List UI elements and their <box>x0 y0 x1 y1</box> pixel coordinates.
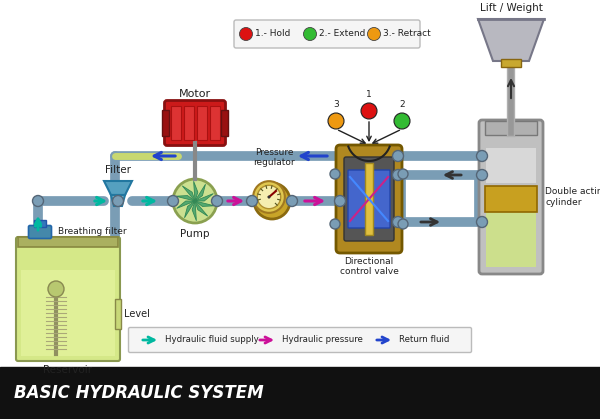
Circle shape <box>394 113 410 129</box>
Text: Pump: Pump <box>180 229 210 239</box>
Bar <box>486 211 536 267</box>
Text: Motor: Motor <box>179 89 211 99</box>
Text: Level: Level <box>124 309 150 319</box>
Bar <box>485 186 537 212</box>
Bar <box>486 148 536 183</box>
Polygon shape <box>111 195 125 206</box>
Text: Directional
control valve: Directional control valve <box>340 257 398 277</box>
Circle shape <box>239 28 253 41</box>
Polygon shape <box>478 19 544 61</box>
Bar <box>21 269 115 356</box>
Circle shape <box>32 196 44 207</box>
Text: Filter: Filter <box>105 165 131 175</box>
Circle shape <box>392 150 404 161</box>
Circle shape <box>247 196 257 207</box>
FancyBboxPatch shape <box>336 145 402 253</box>
Bar <box>501 59 521 67</box>
Circle shape <box>476 150 487 161</box>
FancyBboxPatch shape <box>234 20 420 48</box>
Bar <box>365 163 373 235</box>
Circle shape <box>167 196 179 207</box>
Text: 1: 1 <box>366 90 372 99</box>
Polygon shape <box>104 181 132 195</box>
FancyBboxPatch shape <box>164 101 226 145</box>
Polygon shape <box>194 181 198 201</box>
Circle shape <box>257 185 281 209</box>
Text: Breathing filter: Breathing filter <box>58 227 127 235</box>
FancyBboxPatch shape <box>29 225 52 238</box>
Circle shape <box>304 28 317 41</box>
Circle shape <box>361 103 377 119</box>
Bar <box>221 110 228 136</box>
FancyBboxPatch shape <box>344 157 394 241</box>
Text: 3: 3 <box>333 100 339 109</box>
Circle shape <box>476 217 487 228</box>
FancyBboxPatch shape <box>479 120 543 274</box>
Text: 3.- Retract: 3.- Retract <box>383 29 431 39</box>
Circle shape <box>335 196 346 207</box>
Circle shape <box>392 170 404 181</box>
Circle shape <box>287 196 298 207</box>
Polygon shape <box>195 194 214 201</box>
Bar <box>184 106 194 140</box>
Text: BASIC HYDRAULIC SYSTEM: BASIC HYDRAULIC SYSTEM <box>14 384 263 402</box>
Circle shape <box>48 281 64 297</box>
Bar <box>34 220 46 227</box>
Bar <box>162 110 169 136</box>
Bar <box>197 106 207 140</box>
Circle shape <box>476 170 487 181</box>
Text: Hydraulic pressure: Hydraulic pressure <box>282 336 363 344</box>
Text: Double acting
cylinder: Double acting cylinder <box>545 187 600 207</box>
Circle shape <box>173 179 217 223</box>
Polygon shape <box>195 201 214 207</box>
Circle shape <box>212 196 223 207</box>
Text: Pressure
regulator: Pressure regulator <box>253 147 295 167</box>
Text: Reservoir: Reservoir <box>43 365 92 375</box>
Polygon shape <box>195 201 208 216</box>
Text: Return fluid: Return fluid <box>399 336 449 344</box>
Circle shape <box>253 181 285 213</box>
Circle shape <box>367 28 380 41</box>
Bar <box>210 106 220 140</box>
Bar <box>171 106 181 140</box>
Circle shape <box>268 196 271 199</box>
Text: 1.- Hold: 1.- Hold <box>255 29 290 39</box>
Polygon shape <box>185 201 195 218</box>
Circle shape <box>392 217 404 228</box>
FancyBboxPatch shape <box>16 237 120 361</box>
Text: 2.- Extend: 2.- Extend <box>319 29 365 39</box>
Circle shape <box>398 219 408 229</box>
Polygon shape <box>195 184 205 201</box>
Text: 2: 2 <box>399 100 405 109</box>
Circle shape <box>254 183 290 219</box>
Text: Lift / Weight: Lift / Weight <box>479 3 542 13</box>
Polygon shape <box>182 186 195 201</box>
FancyBboxPatch shape <box>128 328 472 352</box>
Text: Hydraulic fluid supply: Hydraulic fluid supply <box>165 336 259 344</box>
Circle shape <box>330 219 340 229</box>
Polygon shape <box>176 196 195 201</box>
Bar <box>485 121 537 135</box>
Circle shape <box>113 196 124 207</box>
Bar <box>0 367 600 419</box>
FancyBboxPatch shape <box>348 170 390 228</box>
Circle shape <box>398 169 408 179</box>
Circle shape <box>330 169 340 179</box>
Polygon shape <box>176 201 195 208</box>
Bar <box>18 237 118 247</box>
Circle shape <box>328 113 344 129</box>
Bar <box>115 299 121 329</box>
Polygon shape <box>192 201 196 221</box>
